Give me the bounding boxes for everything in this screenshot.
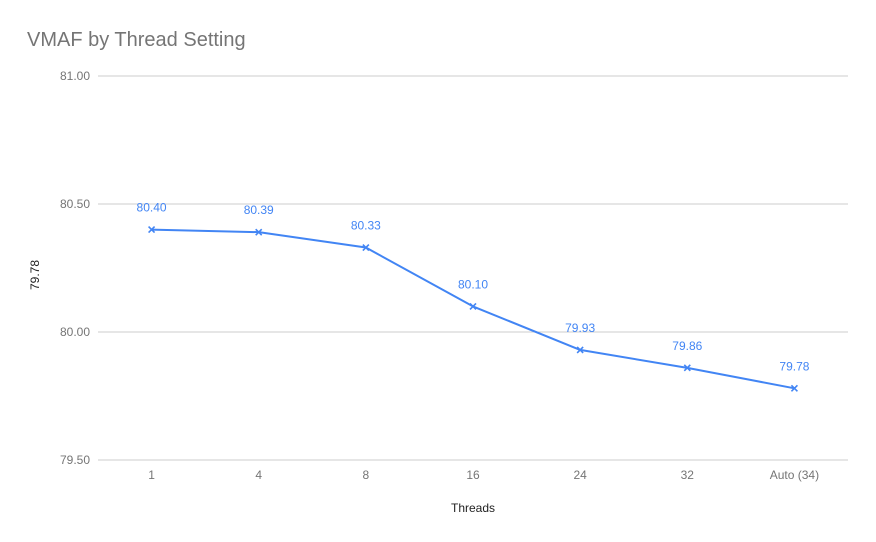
data-point [362, 243, 370, 252]
chart-title: VMAF by Thread Setting [27, 29, 246, 51]
data-point [469, 302, 477, 310]
y-axis-label: 79.78 [28, 260, 42, 290]
y-tick-label: 80.00 [60, 325, 90, 339]
x-tick-label: 32 [681, 468, 695, 482]
y-axis-ticks: 79.50 80.00 80.50 81.00 [60, 69, 90, 467]
data-point [576, 346, 584, 354]
data-label: 79.78 [779, 359, 809, 373]
x-axis-ticks: 1 4 8 16 24 32 Auto (34) [148, 468, 819, 482]
data-label: 80.10 [458, 277, 488, 291]
y-tick-label: 80.50 [60, 197, 90, 211]
x-axis-label: Threads [451, 501, 495, 515]
x-tick-label: 4 [255, 468, 262, 482]
data-point [148, 226, 156, 234]
x-tick-label: 8 [363, 468, 370, 482]
gridlines [98, 75, 848, 461]
x-tick-label: 1 [148, 468, 155, 482]
data-label: 80.33 [351, 219, 381, 233]
y-tick-label: 81.00 [60, 69, 90, 83]
data-label: 79.86 [672, 339, 702, 353]
data-point [683, 364, 691, 372]
series-line [151, 228, 795, 390]
series-group: 80.40 80.39 80.33 80.10 79.93 79.86 79.78 [137, 201, 810, 392]
data-point [255, 228, 263, 236]
x-tick-label: 24 [573, 468, 587, 482]
x-tick-label: 16 [466, 468, 480, 482]
data-label: 80.40 [137, 201, 167, 215]
data-label: 79.93 [565, 321, 595, 335]
x-tick-label: Auto (34) [770, 468, 819, 482]
data-label: 80.39 [244, 203, 274, 217]
data-point [790, 384, 798, 392]
y-tick-label: 79.50 [60, 453, 90, 467]
